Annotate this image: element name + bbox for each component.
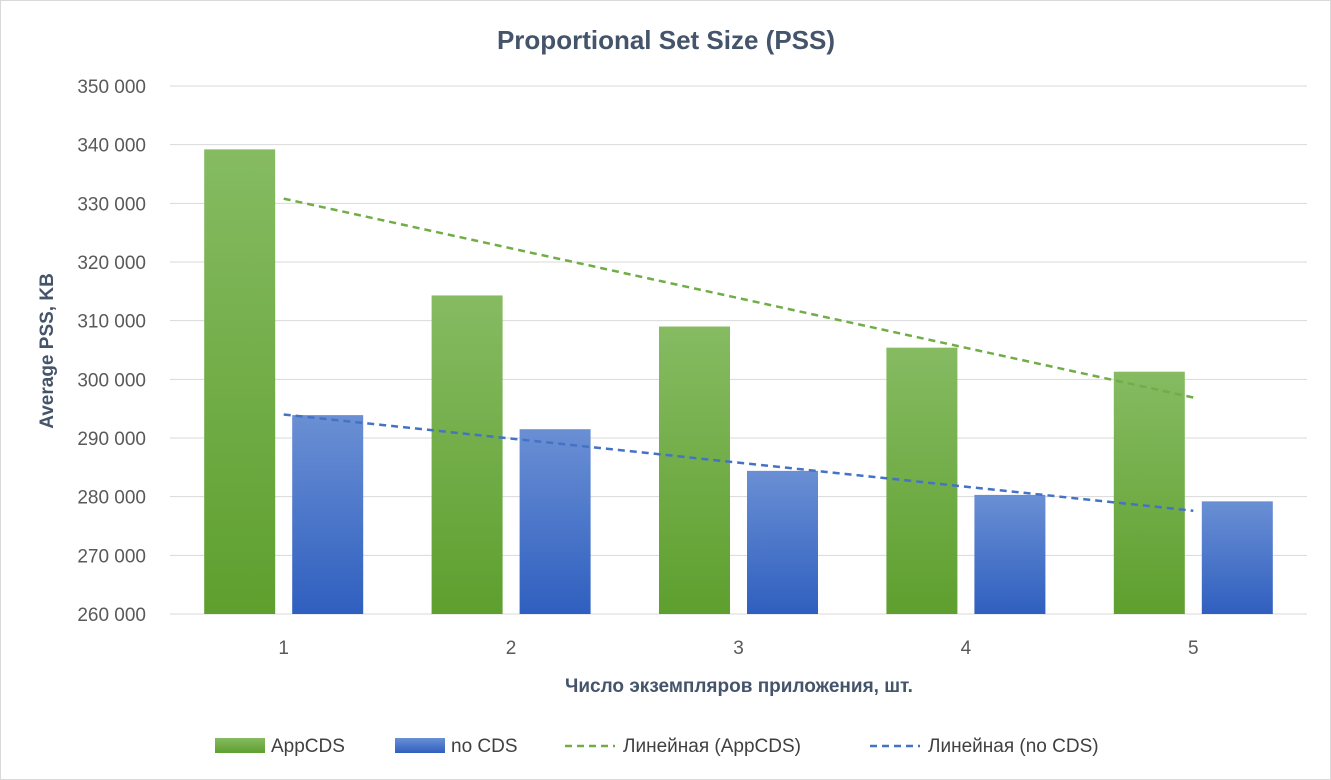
y-tick-label: 320 000 [77,253,146,274]
bar-appcds-5 [1113,371,1185,614]
bar-appcds-1 [204,149,276,615]
x-tick-label: 4 [961,638,972,659]
legend-swatch [215,738,265,753]
x-axis-title: Число экземпляров приложения, шт. [565,676,913,697]
y-tick-label: 260 000 [77,605,146,626]
y-tick-label: 330 000 [77,194,146,215]
bar-appcds-3 [659,326,730,614]
bar-nocds-2 [519,429,591,614]
y-axis-title: Average PSS, KB [37,273,58,429]
y-tick-label: 300 000 [77,370,146,391]
x-tick-label: 3 [733,638,744,659]
y-axis-ticks: 260 000 270 000 280 000 290 000 300 000 310 0… [77,77,146,626]
trendline-nocds [283,413,1194,512]
legend-item: no CDS [395,736,518,757]
y-tick-label: 290 000 [77,429,146,450]
legend-label: no CDS [451,736,518,757]
y-tick-label: 310 000 [77,312,146,333]
y-tick-label: 340 000 [77,136,146,157]
legend-item: AppCDS [215,736,345,757]
bar-nocds-5 [1201,501,1273,614]
y-tick-label: 350 000 [77,77,146,98]
x-tick-label: 5 [1188,638,1199,659]
legend: AppCDS no CDS Линейная (AppCDS) Линейная (n… [215,736,1099,757]
bar-appcds-2 [431,295,503,614]
y-tick-label: 270 000 [77,546,146,567]
x-tick-label: 1 [278,638,289,659]
bar-nocds-4 [974,494,1046,614]
legend-swatch [395,738,445,753]
bars [204,149,1273,615]
x-tick-label: 2 [506,638,517,659]
y-tick-label: 280 000 [77,488,146,509]
trendline-appcds [283,197,1194,399]
legend-item: Линейная (no CDS) [870,736,1099,757]
x-axis-ticks: 1 2 3 4 5 [278,638,1198,659]
legend-label: AppCDS [271,736,345,757]
legend-item: Линейная (AppCDS) [565,736,801,757]
bar-nocds-3 [747,470,818,614]
trendlines [283,197,1194,512]
legend-label: Линейная (AppCDS) [623,736,801,757]
bar-nocds-1 [292,415,364,614]
legend-label: Линейная (no CDS) [928,736,1099,757]
chart-title: Proportional Set Size (PSS) [497,25,835,55]
